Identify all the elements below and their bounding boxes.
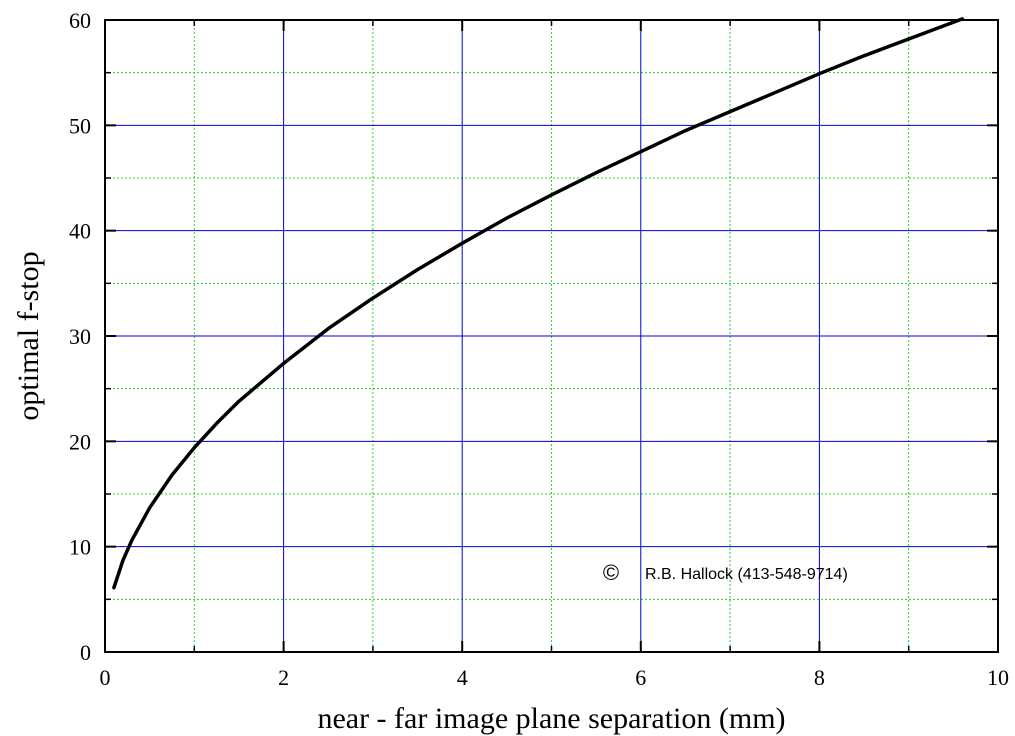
y-tick-label: 20 — [69, 429, 91, 454]
y-tick-label: 50 — [69, 113, 91, 138]
x-tick-labels: 0 2 4 6 8 10 — [100, 665, 1010, 690]
y-tick-label: 60 — [69, 8, 91, 33]
y-tick-labels: 0 10 20 30 40 50 60 — [69, 8, 91, 665]
major-grid — [105, 20, 998, 652]
series-group — [112, 17, 965, 590]
series-line — [112, 17, 965, 590]
x-tick-label: 10 — [987, 665, 1009, 690]
y-axis-label: optimal f-stop — [12, 251, 45, 420]
axis-ticks — [104, 19, 999, 653]
author-credit: R.B. Hallock (413-548-9714) — [645, 566, 848, 583]
x-tick-label: 4 — [457, 665, 468, 690]
x-tick-label: 0 — [100, 665, 111, 690]
y-tick-label: 10 — [69, 535, 91, 560]
y-tick-label: 40 — [69, 219, 91, 244]
copyright-symbol: © — [603, 560, 619, 585]
x-axis-label: near - far image plane separation (mm) — [317, 702, 785, 735]
y-tick-label: 0 — [80, 640, 91, 665]
x-tick-label: 2 — [278, 665, 289, 690]
x-tick-label: 6 — [635, 665, 646, 690]
x-tick-label: 8 — [814, 665, 825, 690]
y-tick-label: 30 — [69, 324, 91, 349]
